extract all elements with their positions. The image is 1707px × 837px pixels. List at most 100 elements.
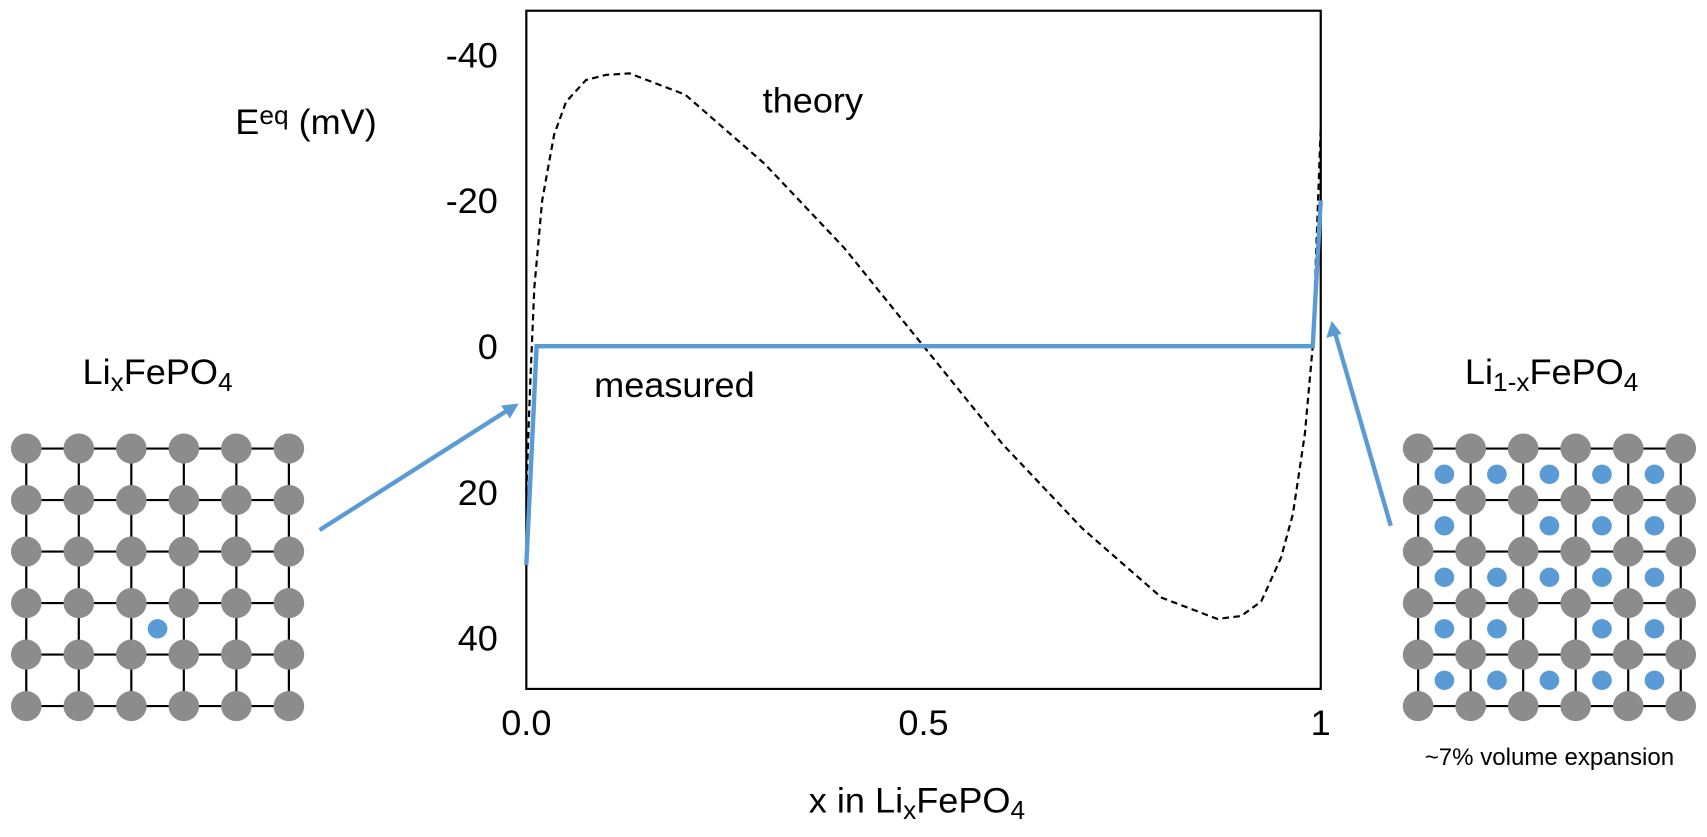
lithium [1539, 516, 1560, 536]
left-lattice-label: LixFePO4 [83, 352, 233, 396]
atom [1665, 485, 1697, 516]
atom [1402, 536, 1434, 567]
atom [1560, 485, 1592, 516]
atom [115, 536, 147, 567]
atom [1507, 536, 1539, 567]
atom [1455, 691, 1486, 722]
lithium [1434, 464, 1455, 484]
atom [168, 485, 200, 516]
atom [1560, 691, 1592, 722]
atom [1507, 691, 1539, 722]
script-text: 1-x [1493, 367, 1529, 397]
atom [221, 588, 252, 619]
script-text: 4 [1011, 795, 1026, 825]
lithium [1592, 516, 1612, 536]
lithium [1592, 567, 1612, 587]
label-text: FePO [1529, 352, 1623, 392]
atom [168, 588, 200, 619]
x-axis-label: x in LixFePO4 [809, 781, 1025, 825]
note: ~7% volume expansion [1425, 744, 1674, 771]
right-lattice-label: Li1-xFePO4 [1465, 352, 1638, 396]
atom [168, 536, 200, 567]
arrow [318, 407, 512, 532]
lithium [1644, 567, 1665, 587]
atom [1665, 536, 1697, 567]
atom [1455, 536, 1486, 567]
lithium [1539, 670, 1560, 690]
lithium [1592, 619, 1612, 639]
y-tick-label: -40 [446, 36, 498, 76]
atom [115, 485, 147, 516]
y-axis-label: Eeq (mV) [235, 100, 377, 142]
atom [1560, 588, 1592, 619]
atom [63, 588, 95, 619]
atom [168, 639, 200, 670]
atom [115, 588, 147, 619]
lithium [1434, 567, 1455, 587]
atom [10, 588, 42, 619]
atom [221, 536, 252, 567]
atom [10, 433, 42, 464]
lithium [1644, 516, 1665, 536]
atom [63, 433, 95, 464]
lithium [1644, 670, 1665, 690]
script-text: 4 [218, 367, 233, 397]
script-text: x [111, 367, 124, 397]
lithium [1539, 464, 1560, 484]
atom [1612, 485, 1644, 516]
x-tick-label: 0.0 [501, 703, 551, 743]
label-text: x in Li [809, 781, 903, 821]
script-text: x [903, 795, 916, 825]
script-text: eq [259, 100, 288, 130]
atom [1402, 433, 1434, 464]
arrow-head [1326, 320, 1342, 339]
atom [1455, 485, 1486, 516]
line [525, 72, 1322, 621]
x-tick-label: 1 [1311, 703, 1331, 743]
lithium [1434, 619, 1455, 639]
script-text: 4 [1624, 367, 1639, 397]
atom [10, 485, 42, 516]
lithium [1487, 567, 1507, 587]
atom [273, 485, 305, 516]
atom [63, 485, 95, 516]
atom [221, 691, 252, 722]
atom [1507, 433, 1539, 464]
atom [115, 691, 147, 722]
label-text: Li [1465, 352, 1493, 392]
y-tick-label: 40 [458, 619, 498, 659]
atom [1612, 691, 1644, 722]
label-text: (mV) [289, 102, 377, 142]
atom [115, 639, 147, 670]
atom [63, 691, 95, 722]
label-text: Li [83, 352, 111, 392]
lithium [1539, 567, 1560, 587]
lithium [1592, 464, 1612, 484]
atom [63, 639, 95, 670]
x-tick-label: 0.5 [898, 703, 948, 743]
lithium [1592, 670, 1612, 690]
lithium [1487, 464, 1507, 484]
atom [1612, 433, 1644, 464]
atom [168, 691, 200, 722]
atom [1560, 639, 1592, 670]
atom [10, 536, 42, 567]
atom [10, 691, 42, 722]
atom [221, 433, 252, 464]
atom [1455, 588, 1486, 619]
line [524, 200, 1323, 566]
lithium [1644, 464, 1665, 484]
atom [273, 639, 305, 670]
atom [1402, 485, 1434, 516]
lithium [1434, 670, 1455, 690]
atom [1507, 485, 1539, 516]
atom [273, 536, 305, 567]
atom [1455, 433, 1486, 464]
atom [273, 691, 305, 722]
lithium [1644, 619, 1665, 639]
atom [1455, 639, 1486, 670]
atom [1507, 588, 1539, 619]
y-tick-label: 0 [478, 327, 498, 367]
